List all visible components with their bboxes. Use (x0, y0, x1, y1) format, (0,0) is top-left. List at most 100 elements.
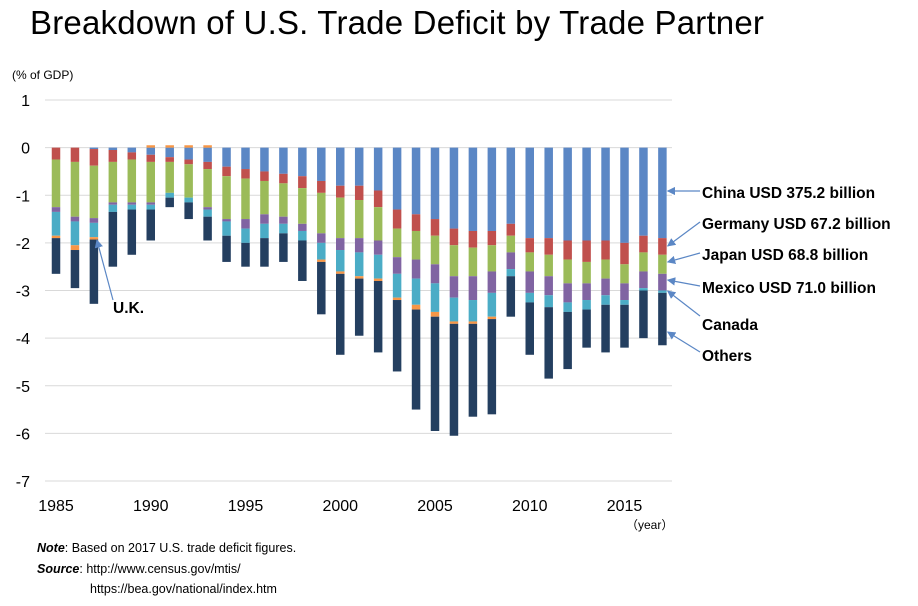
bar-segment-mexico-2017 (658, 273, 667, 291)
bar-segment-germany-2002 (373, 190, 383, 208)
bar-segment-china-1994 (222, 147, 231, 167)
bar-segment-mexico-2016 (639, 271, 648, 289)
bar-segment-china-2017 (658, 147, 667, 239)
bar-segment-germany-2011 (544, 238, 553, 255)
bar-segment-mexico-2013 (582, 283, 591, 301)
bar-segment-others-1992 (184, 202, 193, 220)
bar-segment-canada-2003 (392, 273, 402, 298)
bar-segment-uk-1992 (184, 145, 193, 148)
annotation-label: Germany USD 67.2 billion (702, 216, 891, 233)
bar-segment-others-2008 (487, 319, 497, 415)
bar-segment-canada-2011 (544, 295, 553, 308)
bar-segment-germany-1996 (260, 171, 269, 181)
bar-segment-china-1987 (89, 147, 99, 150)
bar-segment-germany-1995 (241, 169, 250, 179)
bar-segment-china-1992 (184, 147, 193, 160)
bar-segment-germany-1999 (317, 180, 326, 193)
bar-segment-uk-2005 (430, 311, 440, 317)
x-tick-label: 1995 (228, 498, 264, 515)
bar-segment-germany-2012 (563, 240, 572, 260)
bar-segment-mexico-2006 (449, 276, 459, 298)
bar-segment-japan-1988 (108, 161, 118, 203)
bar-segment-others-1997 (279, 233, 288, 262)
bar-segment-germany-2013 (582, 240, 591, 262)
bar-segment-mexico-1994 (222, 219, 231, 222)
bar-segment-japan-2007 (468, 247, 478, 277)
bar-segment-canada-1991 (165, 192, 174, 198)
bar-segment-japan-2006 (449, 245, 459, 277)
bar-segment-canada-2009 (506, 269, 516, 277)
x-tick-label: 2000 (322, 498, 358, 515)
bar-segment-others-1994 (222, 235, 231, 262)
bar-segment-canada-1996 (260, 223, 269, 239)
bar-segment-uk-1993 (203, 145, 212, 148)
y-tick-label: -7 (16, 474, 30, 491)
bar-segment-china-2012 (563, 147, 572, 241)
bar-segment-china-2006 (449, 147, 459, 229)
bar-segment-japan-2003 (392, 228, 402, 258)
source-line: Source: http://www.census.gov/mtis/ (37, 562, 241, 576)
y-tick-label: -1 (16, 188, 30, 205)
bar-segment-canada-2005 (430, 283, 440, 312)
bar-segment-china-1991 (165, 147, 174, 158)
bar-segment-china-2004 (411, 147, 421, 215)
bar-segment-canada-1998 (298, 230, 307, 241)
bar-segment-uk-1987 (89, 237, 99, 240)
bar-segment-japan-2013 (582, 261, 591, 284)
bar-segment-china-2010 (525, 147, 534, 239)
bar-segment-canada-2000 (336, 250, 345, 272)
annotation-label: Others (702, 348, 752, 365)
bar-segment-canada-2002 (373, 254, 383, 279)
bar-segment-germany-2016 (639, 235, 648, 253)
bar-segment-mexico-2012 (563, 283, 572, 303)
bar-segment-mexico-2015 (620, 283, 629, 301)
bar-segment-china-2015 (620, 147, 629, 243)
x-tick-label: 1990 (133, 498, 169, 515)
bar-segment-germany-2006 (449, 228, 459, 246)
annotation-label: Japan USD 68.8 billion (702, 247, 868, 264)
x-tick-label: 2010 (512, 498, 548, 515)
note-text: : Based on 2017 U.S. trade deficit figur… (64, 541, 297, 555)
bar-segment-china-1988 (108, 147, 118, 151)
bar-segment-canada-1995 (241, 228, 250, 243)
y-tick-label: 0 (21, 141, 30, 158)
bar-segment-uk-1990 (146, 145, 155, 148)
annotation-arrow (666, 290, 701, 317)
bar-segment-mexico-1997 (279, 216, 288, 224)
bar-segment-uk-2002 (373, 278, 383, 281)
bar-segment-china-2003 (392, 147, 402, 210)
bar-segment-japan-2017 (658, 254, 667, 274)
bar-segment-japan-1992 (184, 164, 193, 198)
x-tick-label: 2015 (607, 498, 643, 515)
bar-segment-china-1993 (203, 147, 212, 162)
bar-segment-japan-1986 (70, 161, 80, 217)
bar-segment-japan-2008 (487, 245, 497, 272)
bar-segment-japan-1989 (127, 159, 137, 203)
bar-segment-germany-2000 (336, 185, 345, 198)
bar-segment-germany-1986 (70, 147, 80, 162)
bar-segment-germany-2008 (487, 230, 497, 246)
bar-segment-japan-1991 (165, 161, 174, 193)
y-tick-label: -4 (16, 331, 30, 348)
bar-segment-canada-1992 (184, 197, 193, 203)
bar-segment-china-1999 (317, 147, 326, 181)
annotation-arrow (666, 277, 701, 287)
y-tick-label: -5 (16, 379, 30, 396)
bar-segment-canada-2004 (411, 278, 421, 305)
bar-segment-mexico-2007 (468, 276, 478, 301)
bar-segment-japan-1997 (279, 183, 288, 217)
bar-segment-japan-2015 (620, 264, 629, 284)
bar-segment-china-2000 (336, 147, 345, 186)
bar-segment-others-1998 (298, 240, 307, 281)
bar-segment-germany-2009 (506, 223, 516, 236)
bar-segment-germany-2007 (468, 230, 478, 248)
bar-segment-canada-1986 (70, 221, 80, 246)
bar-segment-others-1995 (241, 242, 250, 267)
bar-segment-japan-2002 (373, 207, 383, 241)
bar-segment-china-2014 (601, 147, 610, 241)
bar-segment-uk-2006 (449, 321, 459, 324)
bar-segment-japan-1998 (298, 188, 307, 224)
bar-segment-canada-2007 (468, 300, 478, 322)
bar-segment-china-1990 (146, 147, 155, 155)
bar-segment-others-2000 (336, 273, 345, 355)
